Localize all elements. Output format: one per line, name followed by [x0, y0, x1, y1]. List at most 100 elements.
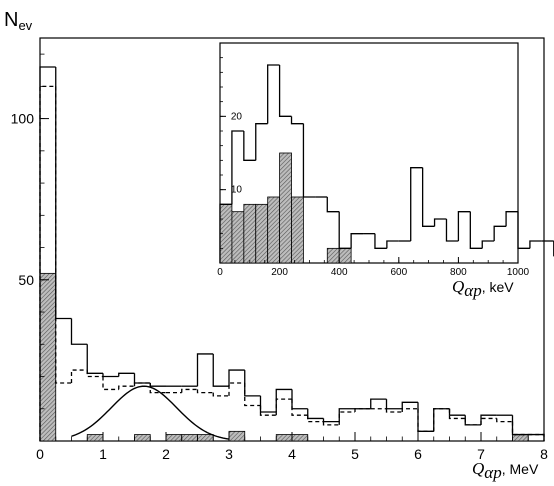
main-solid-bin: [149, 382, 166, 387]
main-dashed-bin: [212, 392, 229, 397]
inset-x-tick-label: 400: [331, 267, 348, 278]
main-x-tick-label: 4: [288, 446, 296, 462]
main-solid-bin: [370, 398, 387, 409]
main-hatched-bar: [39, 272, 57, 442]
main-dashed-bin: [39, 85, 56, 441]
main-solid-bin: [385, 399, 403, 410]
main-hatched-bar: [165, 434, 183, 442]
main-x-axis-label: Qαp, MeV: [472, 459, 539, 482]
main-gaussian-curve: [71, 385, 230, 440]
main-y-axis: 50 100: [11, 53, 49, 442]
main-x-tick-label: 7: [477, 446, 485, 462]
main-solid-bin: [102, 373, 119, 378]
inset-hatched-bar: [279, 152, 292, 264]
inset-solid-bin: [350, 233, 364, 249]
inset-solid-bin: [374, 233, 387, 249]
inset-solid-bin: [231, 130, 244, 205]
inset-solid-bin: [255, 123, 268, 161]
inset-solid-bin: [493, 225, 507, 241]
inset-hatched-bar: [267, 196, 280, 264]
main-solid-bin: [433, 408, 450, 432]
main-dashed-bin: [322, 421, 340, 426]
main-hatched-bar: [275, 434, 293, 442]
main-x-tick-label: 5: [351, 446, 359, 462]
inset-hatched-series: [219, 152, 352, 264]
inset-x-axis: 0 200 400 600 800 1000: [217, 257, 530, 278]
inset-solid-bin: [469, 211, 483, 249]
main-solid-bin: [86, 344, 103, 374]
main-y-axis-label: Nev: [4, 9, 33, 33]
main-y-tick-label: 100: [11, 111, 35, 127]
inset-solid-bin: [457, 211, 471, 241]
main-hatched-bar: [86, 434, 104, 442]
inset-x-tick-label: 200: [271, 267, 288, 278]
main-solid-bin: [212, 353, 229, 387]
main-x-tick-label: 8: [540, 446, 548, 462]
inset-solid-bin: [529, 240, 542, 249]
inset-solid-bin: [302, 123, 316, 198]
inset-solid-bin: [243, 131, 256, 161]
inset-hatched-bar: [243, 203, 257, 264]
main-dashed-bin: [496, 418, 513, 423]
main-solid-bin: [228, 369, 245, 387]
main-y-tick-label: 50: [18, 272, 34, 288]
inset-solid-bin: [410, 167, 423, 241]
main-solid-bin: [401, 401, 418, 409]
main-dashed-bin: [102, 376, 119, 391]
main-dashed-bin: [181, 388, 198, 393]
inset-solid-bin: [338, 211, 352, 249]
main-dashed-bin: [228, 382, 245, 396]
inset-solid-bin: [278, 65, 292, 117]
inset-solid-bin: [445, 219, 459, 242]
main-solid-bin: [480, 414, 497, 425]
main-x-tick-label: 6: [414, 446, 422, 462]
main-solid-bin: [322, 418, 340, 423]
inset-solid-bin: [326, 197, 340, 213]
main-dashed-bin: [385, 408, 403, 413]
main-x-tick-label: 3: [225, 446, 233, 462]
main-x-tick-label: 0: [36, 446, 44, 462]
main-solid-bin: [133, 373, 151, 384]
inset-hatched-bar: [326, 247, 340, 264]
inset-chart: 0 200 400 600 800 1000 10 20 Qαp, keV: [217, 42, 554, 300]
main-dashed-bin: [118, 385, 135, 390]
inset-solid-bin: [433, 218, 447, 227]
main-solid-bin: [291, 389, 308, 410]
inset-solid-bin: [267, 64, 280, 124]
main-x-tick-label: 2: [162, 446, 170, 462]
inset-hatched-bar: [338, 247, 352, 264]
main-hatched-bar: [291, 434, 309, 442]
inset-hatched-bar: [231, 211, 245, 264]
main-hatched-bar: [134, 434, 151, 442]
main-solid-bin: [259, 395, 277, 413]
main-hatched-bar: [197, 434, 214, 442]
inset-y-axis: 10 20: [220, 42, 243, 264]
main-solid-bin: [70, 318, 88, 345]
inset-solid-bin: [481, 240, 495, 249]
main-dashed-bin: [70, 369, 88, 383]
main-solid-bin: [39, 66, 56, 441]
main-dashed-bin: [291, 399, 308, 416]
main-dashed-bin: [196, 389, 214, 394]
main-gaussian-curve-path: [71, 385, 230, 440]
inset-x-tick-label: 600: [390, 267, 407, 278]
inset-solid-bin: [505, 211, 518, 227]
inset-solid-bin: [517, 211, 530, 249]
inset-solid-bin: [421, 167, 435, 227]
main-solid-bin: [448, 408, 466, 416]
main-solid-bin: [338, 408, 355, 422]
main-solid-bin: [511, 415, 529, 436]
main-hatched-bar: [181, 434, 198, 442]
main-solid-bin: [307, 408, 324, 420]
main-solid-bin: [464, 415, 481, 426]
main-solid-series: [39, 66, 545, 441]
inset-y-tick-label: 10: [231, 185, 243, 196]
inset-x-axis-label: Qαp, keV: [452, 277, 514, 300]
main-hatched-bar: [228, 430, 246, 442]
inset-solid-bin: [386, 240, 399, 249]
main-solid-bin: [275, 388, 292, 412]
inset-solid-bin: [290, 116, 304, 125]
main-solid-bin: [55, 67, 72, 320]
main-solid-bin: [196, 353, 214, 387]
